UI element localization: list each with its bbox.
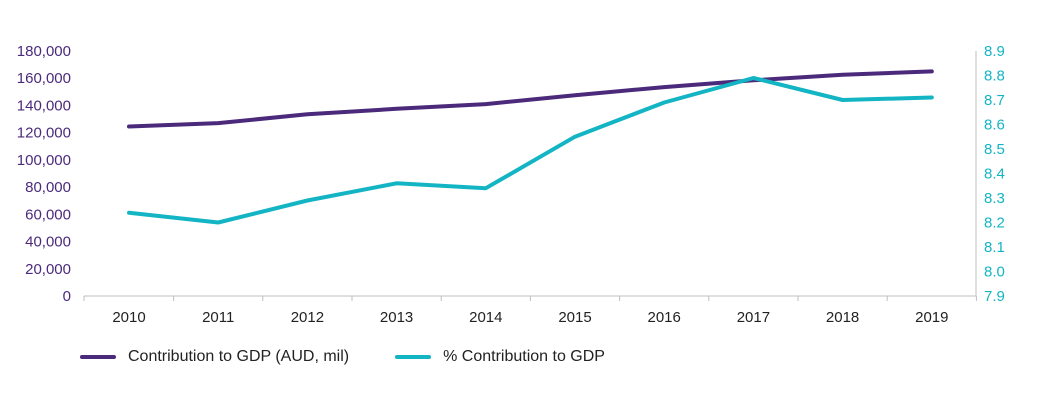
x-tick-label: 2013 xyxy=(380,309,413,326)
left-tick-label: 100,000 xyxy=(17,152,71,169)
right-tick-label: 8.9 xyxy=(984,43,1005,60)
right-tick-label: 8.4 xyxy=(984,166,1005,183)
right-tick-label: 8.0 xyxy=(984,264,1005,281)
legend-swatch-gdp-pct xyxy=(395,355,432,359)
right-tick-label: 8.3 xyxy=(984,190,1005,207)
legend-item-gdp-aud: Contribution to GDP (AUD, mil) xyxy=(80,348,349,366)
line-chart: 0 20,000 40,000 60,000 80,000 100,000 120,000 1… xyxy=(17,43,1005,326)
legend-label-gdp-aud: Contribution to GDP (AUD, mil) xyxy=(128,348,350,365)
right-tick-label: 8.2 xyxy=(984,215,1005,232)
left-y-axis: 0 20,000 40,000 60,000 80,000 100,000 120,000 1… xyxy=(17,43,71,305)
left-tick-label: 0 xyxy=(63,288,71,305)
x-tick-label: 2018 xyxy=(826,309,859,326)
left-tick-label: 80,000 xyxy=(25,179,71,196)
legend: Contribution to GDP (AUD, mil) % Contrib… xyxy=(80,348,651,366)
right-tick-label: 8.6 xyxy=(984,117,1005,134)
right-y-axis: 7.9 8.0 8.1 8.2 8.3 8.4 8.5 8.6 8.7 8.8 8.9 xyxy=(984,43,1005,305)
x-axis: 2010 2011 2012 2013 2014 2015 2016 2017 2018 2019 xyxy=(83,296,977,326)
x-tick-label: 2014 xyxy=(469,309,502,326)
right-tick-label: 8.5 xyxy=(984,141,1005,158)
legend-item-gdp-pct: % Contribution to GDP xyxy=(395,348,605,366)
series-line-gdp-pct xyxy=(127,76,934,225)
legend-label-gdp-pct: % Contribution to GDP xyxy=(443,348,605,365)
left-tick-label: 120,000 xyxy=(17,125,71,142)
x-tick-label: 2011 xyxy=(202,309,234,326)
left-tick-label: 140,000 xyxy=(17,97,71,114)
x-tick-label: 2016 xyxy=(648,309,681,326)
right-tick-label: 8.7 xyxy=(984,92,1005,109)
series-group xyxy=(127,69,934,225)
x-tick-label: 2017 xyxy=(737,309,770,326)
x-tick-label: 2015 xyxy=(558,309,591,326)
right-tick-label: 7.9 xyxy=(984,288,1005,305)
x-tick-label: 2012 xyxy=(291,309,324,326)
legend-swatch-gdp-aud xyxy=(80,355,116,359)
left-tick-label: 160,000 xyxy=(17,70,71,87)
series-line-gdp-aud xyxy=(127,69,934,129)
left-tick-label: 40,000 xyxy=(25,234,71,251)
right-tick-label: 8.1 xyxy=(984,239,1005,256)
axes xyxy=(84,51,977,297)
x-tick-label: 2010 xyxy=(112,309,145,326)
x-tick-label: 2019 xyxy=(915,309,948,326)
right-tick-label: 8.8 xyxy=(984,68,1005,85)
left-tick-label: 60,000 xyxy=(25,206,71,223)
left-tick-label: 180,000 xyxy=(17,43,71,60)
left-tick-label: 20,000 xyxy=(25,261,71,278)
